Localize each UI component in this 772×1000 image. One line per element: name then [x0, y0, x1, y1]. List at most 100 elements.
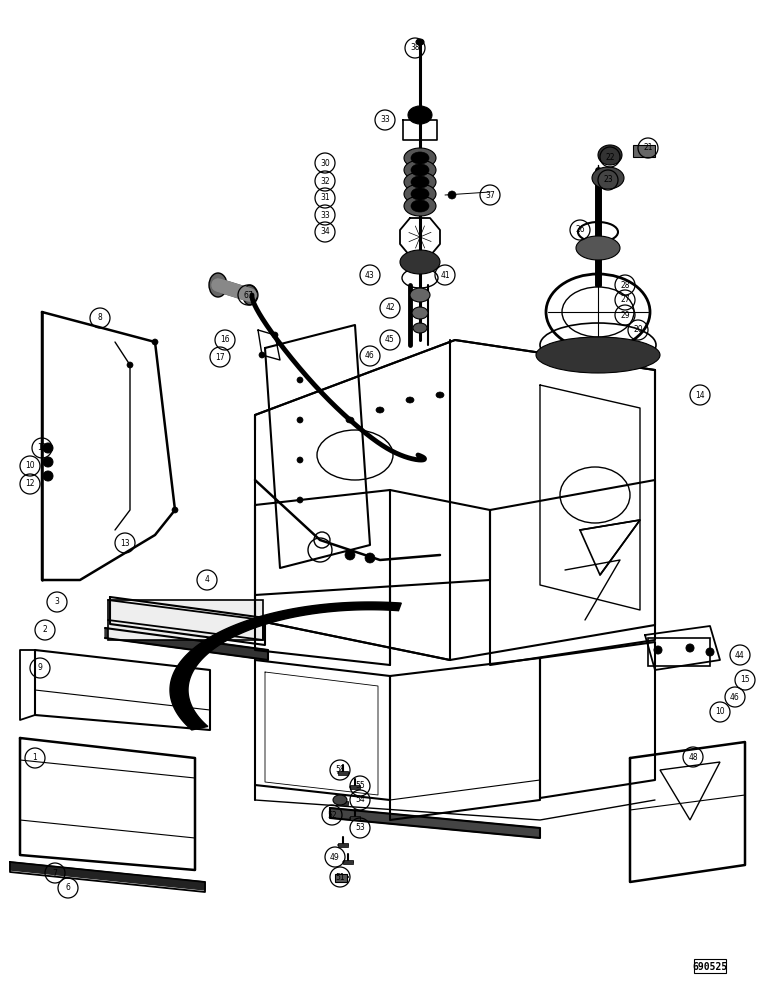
- Ellipse shape: [411, 188, 429, 200]
- Text: 44: 44: [735, 650, 745, 660]
- Text: 34: 34: [320, 228, 330, 236]
- Text: 17: 17: [215, 353, 225, 361]
- Circle shape: [448, 191, 456, 199]
- Text: 51: 51: [335, 872, 345, 882]
- Ellipse shape: [416, 39, 424, 45]
- Text: 55: 55: [355, 782, 365, 790]
- Circle shape: [686, 644, 694, 652]
- Text: 15: 15: [740, 676, 750, 684]
- Text: 38: 38: [410, 43, 420, 52]
- Bar: [350, 785, 360, 789]
- Bar: [338, 771, 348, 775]
- Ellipse shape: [404, 160, 436, 180]
- Text: 13: 13: [120, 538, 130, 548]
- Ellipse shape: [411, 176, 429, 188]
- Bar: [350, 816, 360, 820]
- Text: 3: 3: [55, 597, 59, 606]
- Polygon shape: [105, 628, 268, 660]
- Circle shape: [297, 417, 303, 423]
- Ellipse shape: [408, 106, 432, 124]
- Text: 49: 49: [330, 852, 340, 861]
- Bar: [694, 959, 726, 973]
- Circle shape: [297, 497, 303, 503]
- Text: 6: 6: [66, 884, 70, 892]
- Bar: [343, 860, 353, 864]
- Circle shape: [43, 471, 53, 481]
- Circle shape: [172, 507, 178, 513]
- Text: 67: 67: [243, 290, 253, 300]
- Text: 8: 8: [97, 314, 103, 322]
- Bar: [648, 638, 710, 666]
- Polygon shape: [330, 808, 540, 838]
- Circle shape: [706, 648, 714, 656]
- Ellipse shape: [333, 795, 347, 805]
- Text: 31: 31: [320, 194, 330, 202]
- Ellipse shape: [406, 397, 414, 403]
- Text: 37: 37: [485, 190, 495, 200]
- Polygon shape: [170, 602, 401, 730]
- Ellipse shape: [411, 164, 429, 176]
- Text: 27: 27: [620, 296, 630, 304]
- Text: 9: 9: [38, 664, 42, 672]
- Text: 1: 1: [32, 754, 37, 762]
- Ellipse shape: [346, 417, 354, 423]
- Text: 42: 42: [385, 304, 394, 312]
- Text: 32: 32: [320, 176, 330, 186]
- Ellipse shape: [576, 236, 620, 260]
- Ellipse shape: [410, 288, 430, 302]
- Ellipse shape: [592, 167, 624, 189]
- Text: 10: 10: [715, 708, 725, 716]
- Ellipse shape: [404, 148, 436, 168]
- Bar: [108, 600, 263, 640]
- Circle shape: [152, 339, 158, 345]
- Bar: [633, 145, 655, 157]
- Text: 33: 33: [320, 211, 330, 220]
- Ellipse shape: [411, 152, 429, 164]
- Text: 21: 21: [643, 143, 653, 152]
- Ellipse shape: [598, 145, 622, 165]
- Circle shape: [345, 550, 355, 560]
- Text: 26: 26: [575, 226, 585, 234]
- Text: 23: 23: [603, 176, 613, 184]
- Text: 46: 46: [730, 692, 740, 702]
- Text: 53: 53: [355, 824, 365, 832]
- Text: 48: 48: [688, 752, 698, 762]
- Ellipse shape: [562, 287, 634, 337]
- Text: 22: 22: [605, 152, 615, 161]
- Text: 7: 7: [52, 868, 57, 878]
- Ellipse shape: [413, 323, 427, 333]
- Ellipse shape: [404, 172, 436, 192]
- Ellipse shape: [404, 196, 436, 216]
- Text: 54: 54: [355, 796, 365, 804]
- Text: 28: 28: [620, 280, 630, 290]
- Ellipse shape: [411, 200, 429, 212]
- Ellipse shape: [536, 337, 660, 373]
- Bar: [338, 843, 348, 847]
- Ellipse shape: [209, 273, 227, 297]
- Text: 41: 41: [440, 270, 450, 279]
- Ellipse shape: [400, 250, 440, 274]
- Ellipse shape: [243, 285, 257, 305]
- Text: 52: 52: [327, 810, 337, 820]
- Text: 33: 33: [380, 115, 390, 124]
- Circle shape: [654, 646, 662, 654]
- Text: 11: 11: [37, 444, 47, 452]
- Circle shape: [297, 377, 303, 383]
- Bar: [338, 801, 348, 805]
- Ellipse shape: [412, 307, 428, 319]
- Text: 690525: 690525: [692, 962, 728, 972]
- Circle shape: [272, 332, 278, 338]
- Circle shape: [43, 443, 53, 453]
- Bar: [335, 874, 347, 882]
- Circle shape: [127, 362, 133, 368]
- Text: 45: 45: [385, 336, 394, 344]
- Text: 4: 4: [205, 576, 209, 584]
- Polygon shape: [10, 862, 205, 890]
- Text: 58: 58: [335, 766, 345, 774]
- Circle shape: [43, 457, 53, 467]
- Text: 2: 2: [42, 626, 47, 635]
- Text: 10: 10: [25, 462, 35, 471]
- Ellipse shape: [376, 407, 384, 413]
- Text: 20: 20: [633, 326, 643, 334]
- Text: 43: 43: [365, 270, 375, 279]
